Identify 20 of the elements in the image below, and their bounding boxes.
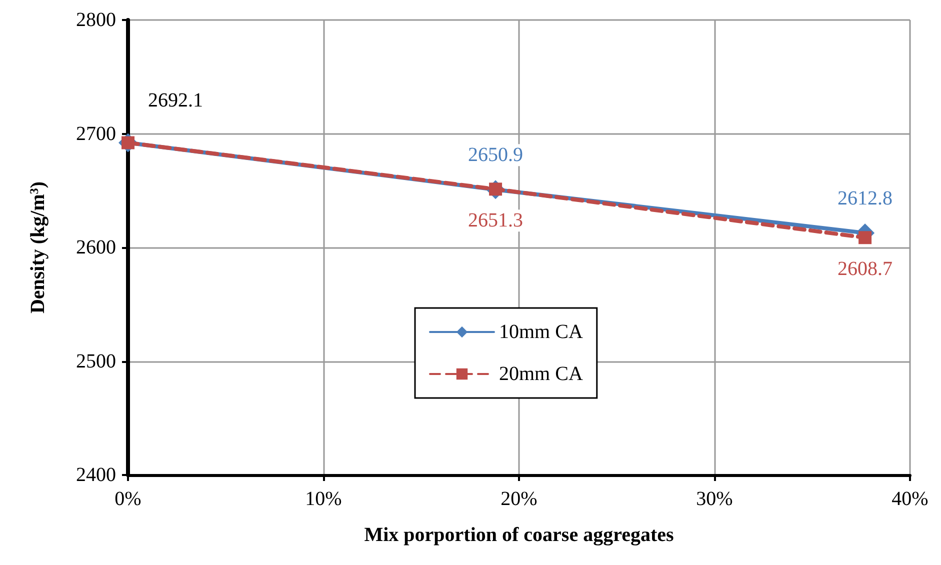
x-axis-title: Mix porportion of coarse aggregates <box>364 524 674 546</box>
y-tick-label: 2500 <box>76 350 116 372</box>
point <box>858 231 872 244</box>
data-label: 2612.8 <box>838 187 893 210</box>
annotation: 2692.1 <box>148 90 203 112</box>
y-tick-label: 2400 <box>76 464 116 486</box>
legend-label: 10mm CA <box>499 321 584 343</box>
x-tick-label: 10% <box>305 488 342 510</box>
x-tick-label: 0% <box>114 488 142 510</box>
x-tick-label: 30% <box>696 488 733 510</box>
x-tick-label: 40% <box>892 488 928 510</box>
data-label: 2650.9 <box>468 144 524 166</box>
legend-label: 20mm CA <box>499 363 584 385</box>
y-tick-label: 2800 <box>76 9 116 31</box>
x-tick-label: 20% <box>500 488 538 510</box>
data-label: 2608.7 <box>838 258 893 280</box>
y-axis-title: Density (kg/m3) <box>27 181 49 314</box>
data-label: 2651.3 <box>468 210 524 232</box>
y-tick-label: 2700 <box>76 122 116 145</box>
y-tick-label: 2600 <box>76 236 116 258</box>
